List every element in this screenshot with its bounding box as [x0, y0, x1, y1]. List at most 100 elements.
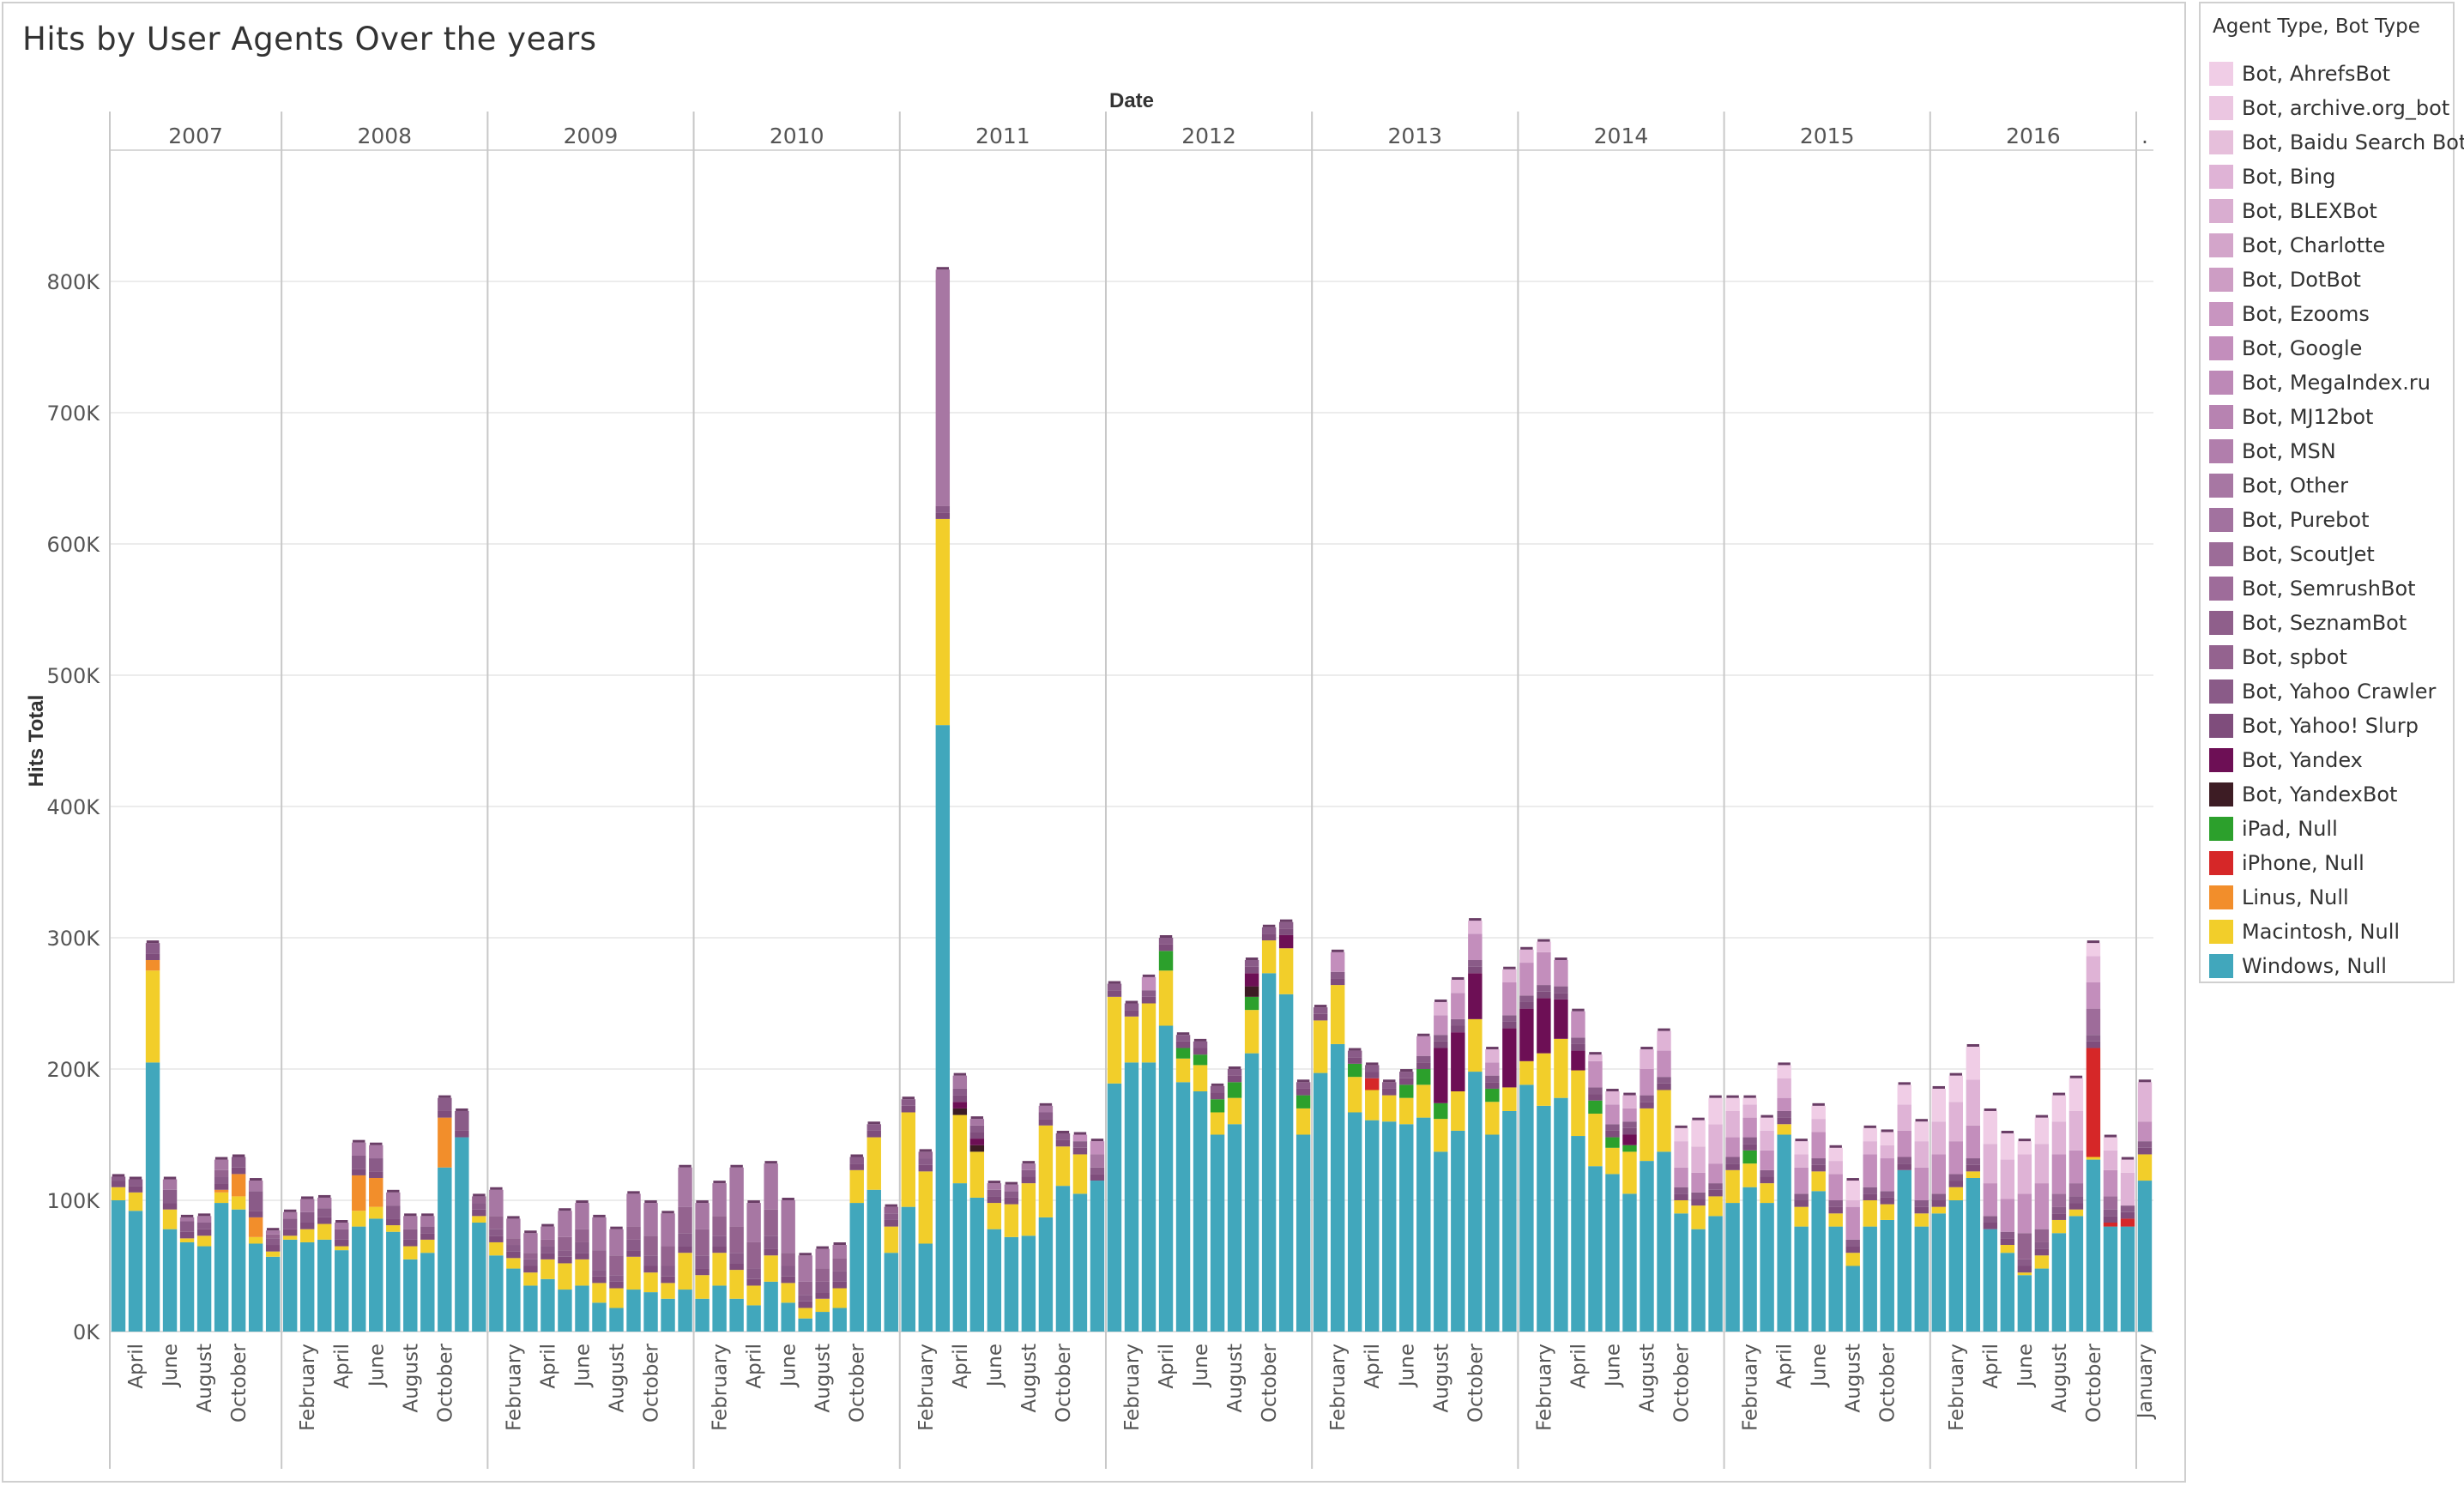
- y-tick-label: 700K: [46, 402, 100, 426]
- legend-item[interactable]: Bot, Other: [2209, 468, 2348, 503]
- bar-segment: [609, 1288, 624, 1308]
- bar-segment: [1828, 1147, 1843, 1162]
- bar-cap: [1090, 1139, 1104, 1142]
- bar-segment: [918, 1158, 933, 1165]
- legend-item[interactable]: Bot, Bing: [2209, 160, 2335, 194]
- legend-item[interactable]: Bot, MegaIndex.ru: [2209, 365, 2431, 400]
- legend-item[interactable]: Bot, MSN: [2209, 434, 2336, 468]
- bar-segment: [506, 1245, 521, 1252]
- legend-item[interactable]: Bot, DotBot: [2209, 263, 2361, 297]
- bar-segment: [1657, 1050, 1671, 1078]
- bar-segment: [2000, 1133, 2015, 1160]
- legend-swatch: [2209, 645, 2233, 669]
- bar-segment: [2120, 1218, 2135, 1227]
- bar-segment: [2086, 943, 2101, 957]
- legend-item[interactable]: Bot, Yandex: [2209, 743, 2363, 777]
- legend-swatch: [2209, 851, 2233, 875]
- legend-swatch: [2209, 542, 2233, 566]
- bar-cap: [1555, 957, 1567, 961]
- legend-item[interactable]: Bot, Ezooms: [2209, 297, 2370, 331]
- legend-item[interactable]: Bot, Yahoo! Slurp: [2209, 709, 2419, 743]
- bar-segment: [1416, 1036, 1431, 1056]
- bar-segment: [781, 1302, 795, 1332]
- bar-segment: [815, 1268, 830, 1282]
- bar-segment: [403, 1239, 418, 1247]
- legend-item[interactable]: Bot, YandexBot: [2209, 777, 2397, 812]
- y-tick-label: 0K: [73, 1320, 100, 1344]
- bar-segment: [1330, 978, 1345, 986]
- legend-item[interactable]: Bot, BLEXBot: [2209, 194, 2377, 228]
- bar-cap: [2052, 1092, 2066, 1096]
- bar-segment: [128, 1211, 143, 1332]
- bar-segment: [1777, 1134, 1791, 1332]
- bar-segment: [643, 1292, 658, 1332]
- legend-item[interactable]: iPad, Null: [2209, 812, 2338, 846]
- bar-segment: [1090, 1154, 1105, 1168]
- legend-item[interactable]: Bot, SeznamBot: [2209, 606, 2407, 640]
- bar-segment: [1948, 1174, 1964, 1181]
- bar-segment: [438, 1097, 452, 1111]
- bar-segment: [162, 1209, 178, 1229]
- chart-area: 0K 100K 200K 300K 400K 500K 600K 700K 800K Hits T…: [25, 89, 2157, 1469]
- legend-item[interactable]: Bot, Charlotte: [2209, 228, 2385, 263]
- bar-cap: [456, 1108, 468, 1111]
- legend-item[interactable]: Bot, ScoutJet: [2209, 537, 2375, 571]
- bar-segment: [282, 1211, 298, 1219]
- bar-segment: [1571, 1037, 1585, 1044]
- legend-item[interactable]: Bot, Yahoo Crawler: [2209, 674, 2436, 709]
- bar-cap: [833, 1242, 846, 1246]
- bar-cap: [1881, 1129, 1893, 1133]
- bar-segment: [764, 1209, 778, 1236]
- bar-segment: [1588, 1094, 1603, 1101]
- bar-segment: [352, 1142, 366, 1156]
- legend-label: Bot, MSN: [2242, 439, 2336, 463]
- bar-segment: [1485, 1088, 1500, 1102]
- bar-cap: [1726, 1095, 1739, 1098]
- legend-swatch: [2209, 268, 2233, 292]
- bar-segment: [455, 1130, 469, 1138]
- bar-segment: [214, 1192, 229, 1204]
- bar-segment: [1691, 1205, 1706, 1229]
- legend-label: iPhone, Null: [2242, 851, 2364, 875]
- legend-item[interactable]: Bot, archive.org_bot: [2209, 91, 2449, 125]
- bar-segment: [214, 1183, 229, 1190]
- legend-item[interactable]: Bot, AhrefsBot: [2209, 57, 2390, 91]
- bar-segment: [1141, 990, 1157, 997]
- legend-item[interactable]: iPhone, Null: [2209, 846, 2364, 880]
- bar-cap: [421, 1213, 434, 1217]
- bar-cap: [987, 1181, 1001, 1184]
- bar-segment: [1193, 1091, 1208, 1332]
- bar-segment: [661, 1276, 675, 1284]
- bar-segment: [815, 1248, 830, 1269]
- bar-segment: [2086, 1035, 2101, 1042]
- legend-item[interactable]: Bot, SemrushBot: [2209, 571, 2416, 606]
- bar-cap: [112, 1174, 125, 1177]
- bar-segment: [335, 1223, 349, 1229]
- bar-cap: [387, 1189, 400, 1193]
- bar-segment: [1983, 1229, 1998, 1332]
- legend-item[interactable]: Linus, Null: [2209, 880, 2349, 915]
- bar-segment: [1708, 1097, 1723, 1125]
- legend-item[interactable]: Bot, spbot: [2209, 640, 2347, 674]
- bar-cap: [1469, 918, 1482, 921]
- y-tick-label: 500K: [46, 664, 100, 688]
- legend-item[interactable]: Macintosh, Null: [2209, 915, 2400, 949]
- bar-cap: [129, 1176, 142, 1180]
- bar-cap: [2138, 1079, 2152, 1083]
- bar-segment: [1880, 1191, 1894, 1198]
- legend-item[interactable]: Windows, Null: [2209, 949, 2387, 983]
- x-tick-label: August: [1018, 1344, 1041, 1413]
- bar-segment: [2017, 1272, 2032, 1276]
- bar-segment: [1141, 1062, 1157, 1332]
- bar-segment: [1931, 1213, 1946, 1332]
- bar-segment: [1244, 966, 1259, 974]
- bar-cap: [1159, 935, 1173, 938]
- legend-item[interactable]: Bot, Purebot: [2209, 503, 2370, 537]
- bar-segment: [1382, 1121, 1397, 1332]
- bar-segment: [1227, 1124, 1242, 1332]
- legend-label: Bot, BLEXBot: [2242, 199, 2377, 223]
- legend-item[interactable]: Bot, Google: [2209, 331, 2362, 365]
- legend-item[interactable]: Bot, MJ12bot: [2209, 400, 2373, 434]
- bar-segment: [1863, 1193, 1877, 1200]
- legend-item[interactable]: Bot, Baidu Search Bot: [2209, 125, 2464, 160]
